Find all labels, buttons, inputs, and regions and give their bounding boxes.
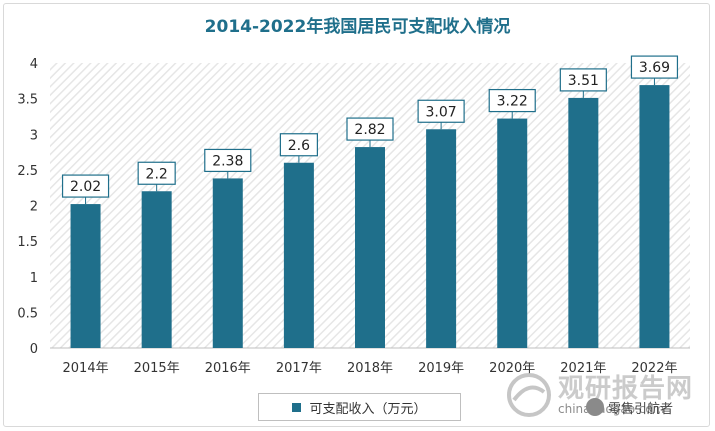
x-tick-label: 2014年	[63, 361, 109, 376]
watermark-badge: 零售引航者	[586, 393, 704, 421]
bar	[568, 97, 599, 348]
y-tick-label: 4	[30, 57, 38, 72]
bar	[70, 204, 101, 348]
wechat-icon	[586, 398, 604, 416]
y-tick-label: 0	[30, 342, 38, 357]
bar	[355, 147, 385, 348]
y-tick-label: 1.5	[17, 235, 38, 250]
watermark: 观研报告网 chinabaogao.com 零售引航者	[500, 366, 710, 426]
x-tick-label: 2018年	[347, 361, 393, 376]
y-tick-label: 1	[30, 271, 38, 286]
bar	[141, 191, 172, 348]
y-tick-label: 3.5	[17, 93, 38, 108]
data-label: 3.69	[639, 60, 670, 76]
bar	[212, 178, 243, 348]
data-label: 3.22	[497, 94, 528, 110]
x-tick-label: 2022年	[631, 361, 677, 376]
x-tick-label: 2019年	[418, 361, 464, 376]
data-label: 2.2	[146, 166, 168, 182]
y-tick-label: 2.5	[17, 164, 38, 179]
y-tick-label: 2	[30, 200, 38, 215]
data-label: 2.82	[354, 122, 385, 138]
watermark-brand: 观研报告网	[558, 374, 694, 404]
data-label: 2.02	[70, 179, 101, 195]
bars	[70, 85, 670, 349]
chart-title: 2014-2022年我国居民可支配收入情况	[204, 17, 511, 37]
data-label: 2.38	[212, 153, 243, 169]
legend-label: 可支配收入（万元）	[309, 401, 427, 417]
bar	[497, 118, 528, 348]
x-tick-label: 2020年	[489, 361, 535, 376]
bar	[426, 129, 457, 348]
x-tick-label: 2015年	[134, 361, 180, 376]
y-axis: 0 0.5 1 1.5 2 2.5 3 3.5 4	[17, 57, 38, 357]
x-tick-label: 2016年	[205, 361, 251, 376]
y-tick-label: 3	[30, 128, 38, 143]
watermark-logo-icon	[507, 373, 551, 417]
data-label: 3.51	[568, 73, 599, 89]
x-tick-label: 2017年	[276, 361, 322, 376]
data-labels: 2.02 2.2 2.38 2.6 2.82 3.07 3.22 3.51 3.69	[61, 55, 679, 205]
data-label: 2.6	[288, 138, 310, 154]
y-tick-label: 0.5	[17, 306, 38, 321]
watermark-url: chinabaogao.com	[558, 402, 665, 416]
bar	[283, 162, 314, 348]
legend: 可支配收入（万元）	[258, 393, 461, 421]
watermark-badge-text: 零售引航者	[608, 401, 674, 417]
x-tick-label: 2021年	[560, 361, 606, 376]
legend-swatch	[292, 402, 302, 412]
bar	[639, 85, 670, 349]
data-label: 3.07	[426, 104, 457, 120]
